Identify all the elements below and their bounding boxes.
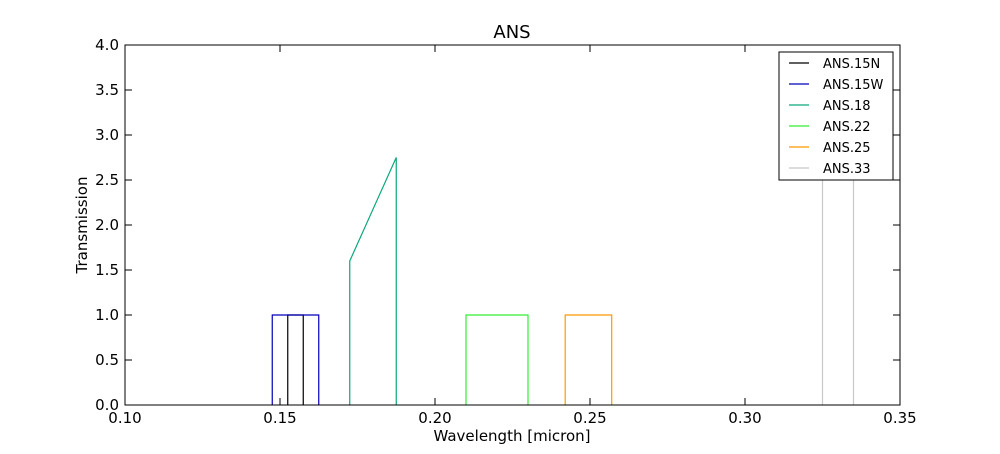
legend-label: ANS.15N	[823, 57, 880, 72]
y-tick-label: 1.0	[95, 306, 119, 324]
y-tick-label: 3.5	[95, 81, 119, 99]
x-tick-label: 0.20	[418, 409, 451, 427]
x-tick-label: 0.30	[728, 409, 761, 427]
x-tick-label: 0.15	[263, 409, 296, 427]
axes-layer: 0.10 0.15 0.20 0.25 0.30 0.35 0.0 0.5 1.0 1.5 2.0 2…	[95, 36, 917, 427]
y-tick-label: 4.0	[95, 36, 119, 54]
series-line-ans-15n	[287, 314, 304, 405]
y-axis-title: Transmission	[73, 177, 91, 275]
series-layer	[271, 89, 855, 405]
legend-box	[778, 51, 894, 181]
y-tick-label: 1.5	[95, 261, 119, 279]
y-tick-label: 2.5	[95, 171, 119, 189]
y-tick-label: 0.5	[95, 351, 119, 369]
x-tick-label: 0.10	[108, 409, 141, 427]
series-line-ans-25	[564, 314, 613, 405]
series-line-ans-15w	[271, 314, 320, 405]
x-tick-label: 0.35	[883, 409, 916, 427]
legend-label: ANS.22	[823, 120, 871, 135]
legend-label: ANS.25	[823, 141, 871, 156]
legend: ANS.15N ANS.15W ANS.18 ANS.22 ANS.25 ANS.33	[778, 51, 894, 181]
y-tick-label: 3.0	[95, 126, 119, 144]
legend-label: ANS.15W	[823, 78, 884, 93]
legend-label: ANS.33	[823, 162, 871, 177]
series-line-ans-18	[349, 157, 397, 405]
chart-title: ANS	[493, 22, 530, 43]
x-axis-title: Wavelength [micron]	[433, 427, 590, 445]
y-tick-label: 0.0	[95, 396, 119, 414]
y-tick-label: 2.0	[95, 216, 119, 234]
series-line-ans-22	[465, 314, 529, 405]
x-tick-label: 0.25	[573, 409, 606, 427]
legend-label: ANS.18	[823, 99, 871, 114]
